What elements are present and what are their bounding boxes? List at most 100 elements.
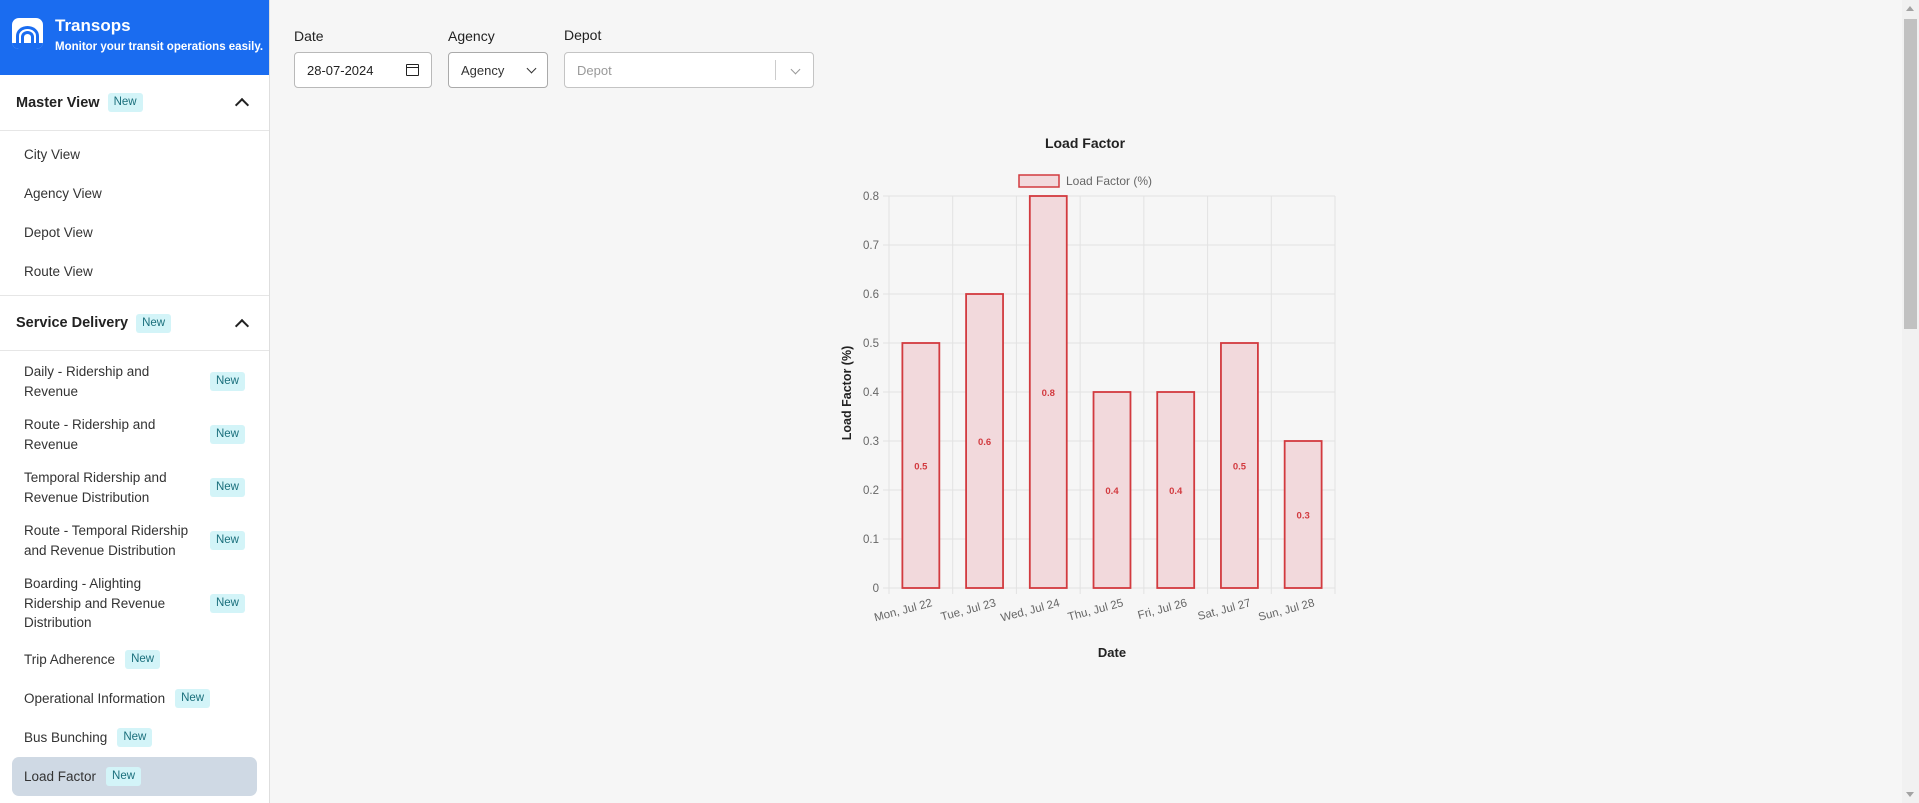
date-value: 28-07-2024 [307, 62, 374, 78]
sidebar-item-route-ridership-revenue[interactable]: Route - Ridership and Revenue New [0, 408, 269, 461]
sidebar-item-load-factor[interactable]: Load Factor New [12, 756, 257, 796]
sidebar-item-boarding-alighting[interactable]: Boarding - Alighting Ridership and Reven… [0, 567, 269, 640]
scroll-up-arrow-icon[interactable] [1906, 6, 1914, 11]
y-tick-label: 0.2 [863, 485, 879, 497]
sidebar-item-label: Route View [24, 264, 93, 279]
brand-header[interactable]: Transops Monitor your transit operations… [0, 0, 269, 75]
sidebar-item-city-view[interactable]: City View [0, 135, 269, 174]
agency-label: Agency [448, 28, 495, 44]
select-divider [775, 60, 776, 80]
sidebar-item-label: Boarding - Alighting Ridership and Reven… [24, 576, 166, 630]
section-title: Service Delivery [16, 315, 129, 331]
grid-layer: 0 0.1 0.2 0.3 0.4 0.5 0.6 0.7 0.8 [863, 191, 1336, 595]
x-tick-label: Thu, Jul 25 [1067, 597, 1125, 623]
agency-select[interactable]: Agency [448, 52, 548, 88]
sidebar-item-bus-bunching[interactable]: Bus Bunching New [0, 718, 269, 757]
sidebar-item-depot-view[interactable]: Depot View [0, 213, 269, 252]
x-tick-label: Mon, Jul 22 [873, 597, 934, 624]
new-badge: New [209, 425, 245, 444]
transops-logo-icon [12, 18, 43, 49]
sidebar-item-label: City View [24, 147, 81, 162]
y-axis-title: Load Factor (%) [840, 346, 854, 440]
bar[interactable] [901, 342, 941, 589]
bar-data-label: 0.4 [1169, 486, 1183, 497]
bar-data-label: 0.5 [1233, 462, 1247, 473]
y-tick-label: 0.8 [863, 191, 879, 203]
scroll-down-arrow-icon[interactable] [1906, 792, 1914, 797]
y-tick-label: 0 [873, 583, 879, 595]
sidebar-item-label: Temporal Ridership and Revenue Distribut… [24, 470, 167, 505]
bar[interactable] [1220, 342, 1259, 589]
sidebar-item-temporal-ridership-revenue[interactable]: Temporal Ridership and Revenue Distribut… [0, 461, 269, 514]
sidebar: Transops Monitor your transit operations… [0, 0, 270, 803]
new-badge: New [209, 478, 245, 497]
x-tick-label: Fri, Jul 26 [1137, 597, 1189, 622]
new-badge: New [175, 688, 211, 708]
brand-title: Transops [55, 16, 131, 35]
vertical-scrollbar[interactable] [1902, 0, 1919, 803]
legend-swatch[interactable] [1018, 174, 1060, 188]
section-title: Master View [16, 94, 100, 111]
new-badge: New [117, 727, 153, 747]
depot-placeholder: Depot [577, 62, 612, 78]
master-view-list: City View Agency View Depot View Route V… [0, 131, 269, 295]
new-badge: New [106, 766, 142, 786]
bar-data-label: 0.6 [978, 437, 991, 448]
sidebar-item-label: Trip Adherence [24, 651, 116, 667]
sidebar-item-route-view[interactable]: Route View [0, 252, 269, 291]
chart-title: Load Factor [1045, 135, 1126, 151]
bar[interactable] [1028, 195, 1068, 589]
new-badge: New [209, 531, 245, 550]
section-service-delivery[interactable]: Service Delivery New [0, 295, 269, 351]
sidebar-item-label: Operational Information [24, 690, 166, 706]
legend-label[interactable]: Load Factor (%) [1066, 174, 1152, 188]
scrollbar-thumb[interactable] [1904, 19, 1917, 329]
x-tick-label: Tue, Jul 23 [940, 597, 998, 623]
sidebar-item-route-temporal-ridership-revenue[interactable]: Route - Temporal Ridership and Revenue D… [0, 514, 269, 567]
x-tick-label: Sat, Jul 27 [1197, 597, 1253, 623]
bar-data-label: 0.3 [1297, 511, 1310, 522]
y-tick-label: 0.5 [863, 338, 879, 350]
date-label: Date [294, 28, 324, 44]
depot-label: Depot [564, 27, 602, 43]
y-tick-label: 0.4 [863, 387, 880, 399]
new-badge: New [136, 313, 172, 333]
bar-data-label: 0.4 [1105, 486, 1119, 497]
bar[interactable] [1156, 391, 1196, 589]
bar-data-label: 0.5 [914, 462, 928, 473]
bar[interactable] [1283, 440, 1323, 589]
bar-data-label: 0.8 [1042, 388, 1055, 399]
sidebar-item-label: Depot View [24, 225, 93, 240]
sidebar-item-label: Load Factor [24, 768, 97, 784]
date-input[interactable]: 28-07-2024 [294, 52, 432, 88]
y-tick-label: 0.1 [863, 534, 879, 546]
brand-subtitle: Monitor your transit operations easily. [55, 41, 264, 53]
sidebar-item-operational-information[interactable]: Operational Information New [0, 679, 269, 718]
x-tick-label: Wed, Jul 24 [1000, 597, 1062, 624]
x-axis-title: Date [1098, 645, 1126, 660]
sidebar-item-agency-view[interactable]: Agency View [0, 174, 269, 213]
bar-layer [901, 195, 1323, 589]
y-tick-label: 0.6 [863, 289, 879, 301]
sidebar-item-label: Route - Ridership and Revenue [24, 417, 156, 452]
y-tick-label: 0.3 [863, 436, 879, 448]
new-badge: New [107, 93, 143, 112]
section-master-view[interactable]: Master View New [0, 75, 269, 131]
new-badge: New [209, 593, 245, 613]
sidebar-item-trip-adherence[interactable]: Trip Adherence New [0, 640, 269, 679]
new-badge: New [125, 649, 161, 669]
sidebar-item-label: Bus Bunching [24, 729, 108, 745]
bar[interactable] [965, 293, 1004, 589]
x-tick-label: Sun, Jul 28 [1257, 597, 1316, 623]
sidebar-item-daily-ridership-revenue[interactable]: Daily - Ridership and Revenue New [0, 355, 269, 408]
calendar-icon[interactable] [406, 64, 419, 76]
depot-select[interactable]: Depot [564, 52, 814, 88]
agency-value: Agency [461, 62, 505, 78]
sidebar-item-label: Route - Temporal Ridership and Revenue D… [24, 523, 189, 558]
bar[interactable] [1092, 391, 1132, 589]
service-delivery-list: Daily - Ridership and Revenue New Route … [0, 351, 269, 800]
sidebar-item-label: Agency View [24, 186, 102, 201]
y-tick-label: 0.7 [863, 240, 879, 252]
sidebar-item-label: Daily - Ridership and Revenue [24, 364, 150, 399]
